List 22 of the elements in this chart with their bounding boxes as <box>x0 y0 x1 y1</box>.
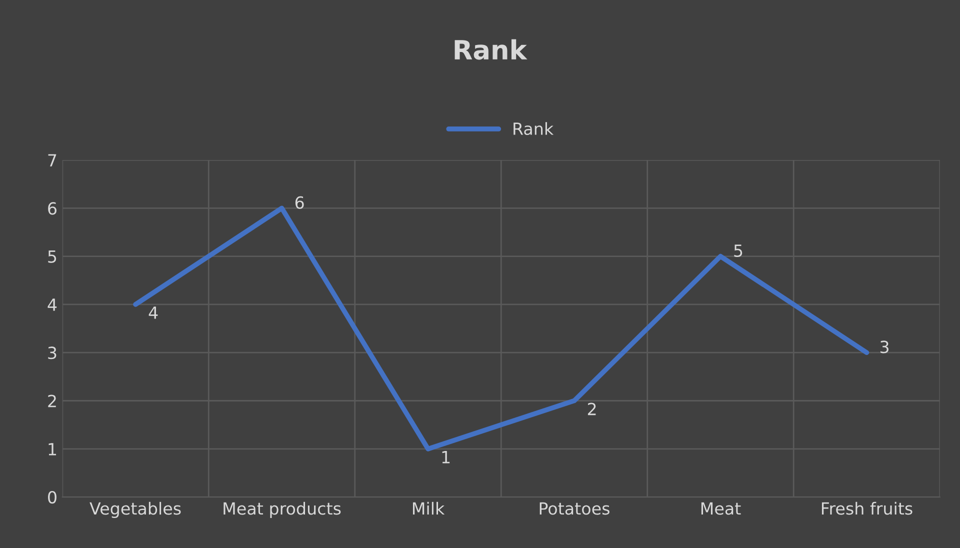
y-tick-label: 3 <box>48 346 56 360</box>
data-label: 6 <box>295 196 304 209</box>
data-label: 2 <box>588 402 596 416</box>
data-label: 5 <box>734 244 742 257</box>
y-tick-label: 1 <box>48 443 56 456</box>
y-tick-label: 0 <box>48 491 56 504</box>
chart-title: Rank <box>454 39 528 60</box>
y-tick-label: 4 <box>48 298 57 311</box>
x-tick-label: Fresh fruits <box>822 502 912 515</box>
data-label: 4 <box>148 306 158 319</box>
x-tick-label: Milk <box>412 502 445 515</box>
y-tick-label: 5 <box>48 250 56 263</box>
x-tick-label: Vegetables <box>90 502 181 518</box>
data-label: 3 <box>880 340 888 354</box>
x-tick-label: Meat <box>701 502 741 515</box>
legend-label: Rank <box>514 122 554 136</box>
data-label: 1 <box>442 451 450 464</box>
y-tick-label: 7 <box>48 154 56 166</box>
x-tick-label: Potatoes <box>540 502 610 515</box>
y-tick-label: 6 <box>48 202 56 215</box>
x-tick-label: Meat products <box>224 502 341 518</box>
y-tick-label: 2 <box>48 394 56 408</box>
